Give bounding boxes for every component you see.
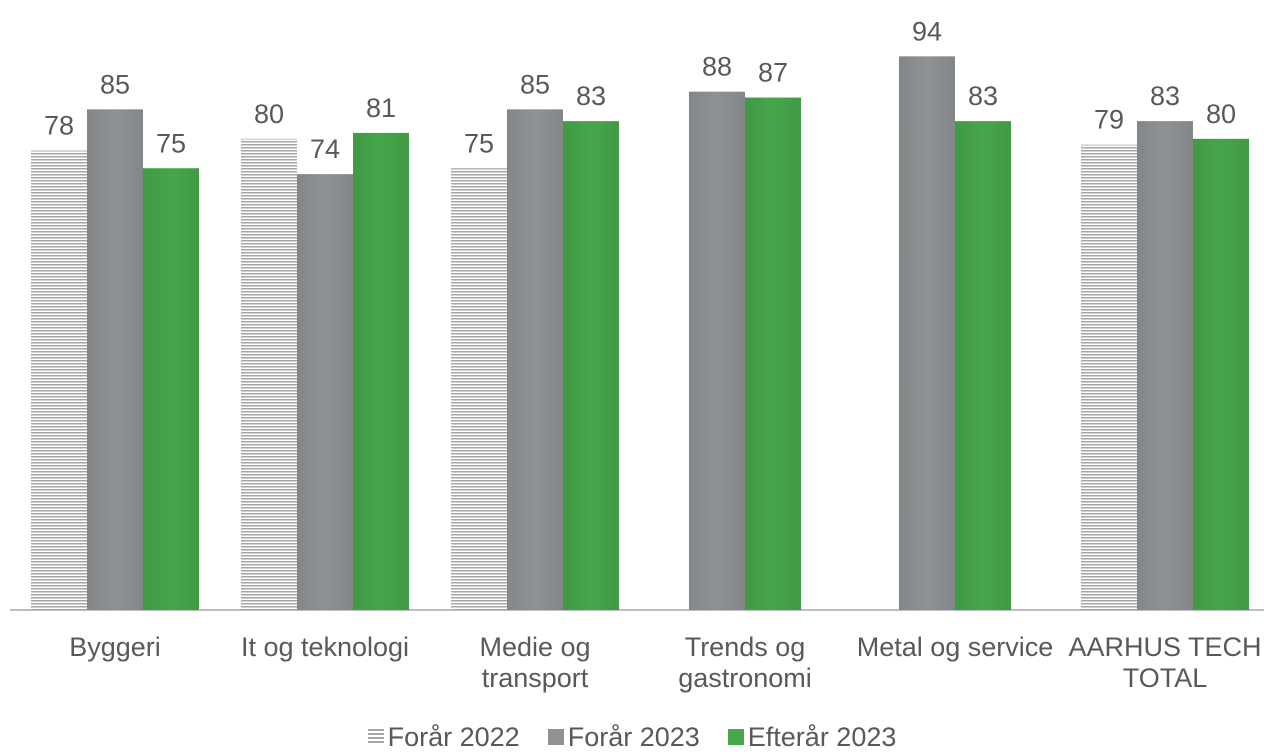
bar-shade [745, 97, 801, 610]
legend-item: Forår 2023 [547, 722, 700, 753]
data-label: 83 [1150, 81, 1180, 111]
x-tick-label: Trends og gastronomi [678, 632, 812, 693]
legend-label: Efterår 2023 [747, 722, 897, 752]
legend-item: Efterår 2023 [727, 722, 897, 753]
bar [1081, 144, 1137, 610]
bar-shade [899, 56, 955, 610]
legend: Forår 2022 Forår 2023 Efterår 2023 [0, 722, 1264, 753]
data-label: 94 [912, 16, 942, 46]
data-label: 85 [100, 69, 130, 99]
legend-label: Forår 2022 [387, 722, 520, 752]
data-label: 80 [254, 99, 284, 129]
legend-swatch [367, 729, 384, 745]
data-label: 83 [576, 81, 606, 111]
data-label: 81 [366, 93, 396, 123]
bar [241, 138, 297, 611]
bar-shade [87, 109, 143, 610]
bar-shade [143, 168, 199, 610]
x-tick-label: Metal og service [856, 632, 1054, 662]
x-tick-label: It og teknologi [240, 632, 410, 662]
legend-item: Forår 2022 [367, 722, 520, 753]
data-label: 75 [156, 128, 186, 158]
data-label: 79 [1094, 105, 1124, 135]
data-label: 83 [968, 81, 998, 111]
legend-swatch [547, 729, 564, 745]
bar [31, 150, 87, 610]
bar-shade [1193, 138, 1249, 611]
data-label: 88 [702, 52, 732, 82]
bar-shade [689, 91, 745, 611]
bar-shade [297, 174, 353, 610]
x-tick-label: AARHUS TECH TOTAL [1068, 632, 1262, 693]
data-label: 80 [1206, 99, 1236, 129]
x-tick-label: Medie og transport [479, 632, 591, 693]
bar-shade [353, 132, 409, 610]
legend-label: Forår 2023 [567, 722, 700, 752]
bar [451, 168, 507, 610]
legend-swatch [727, 729, 744, 745]
data-label: 78 [44, 111, 74, 141]
data-label: 74 [310, 134, 340, 164]
bar-shade [507, 109, 563, 610]
bar-shade [1137, 121, 1193, 610]
data-label: 75 [464, 128, 494, 158]
data-label: 87 [758, 58, 788, 88]
x-tick-label: Byggeri [69, 632, 161, 662]
bar-shade [955, 121, 1011, 610]
bar-shade [563, 121, 619, 610]
data-label: 85 [520, 69, 550, 99]
